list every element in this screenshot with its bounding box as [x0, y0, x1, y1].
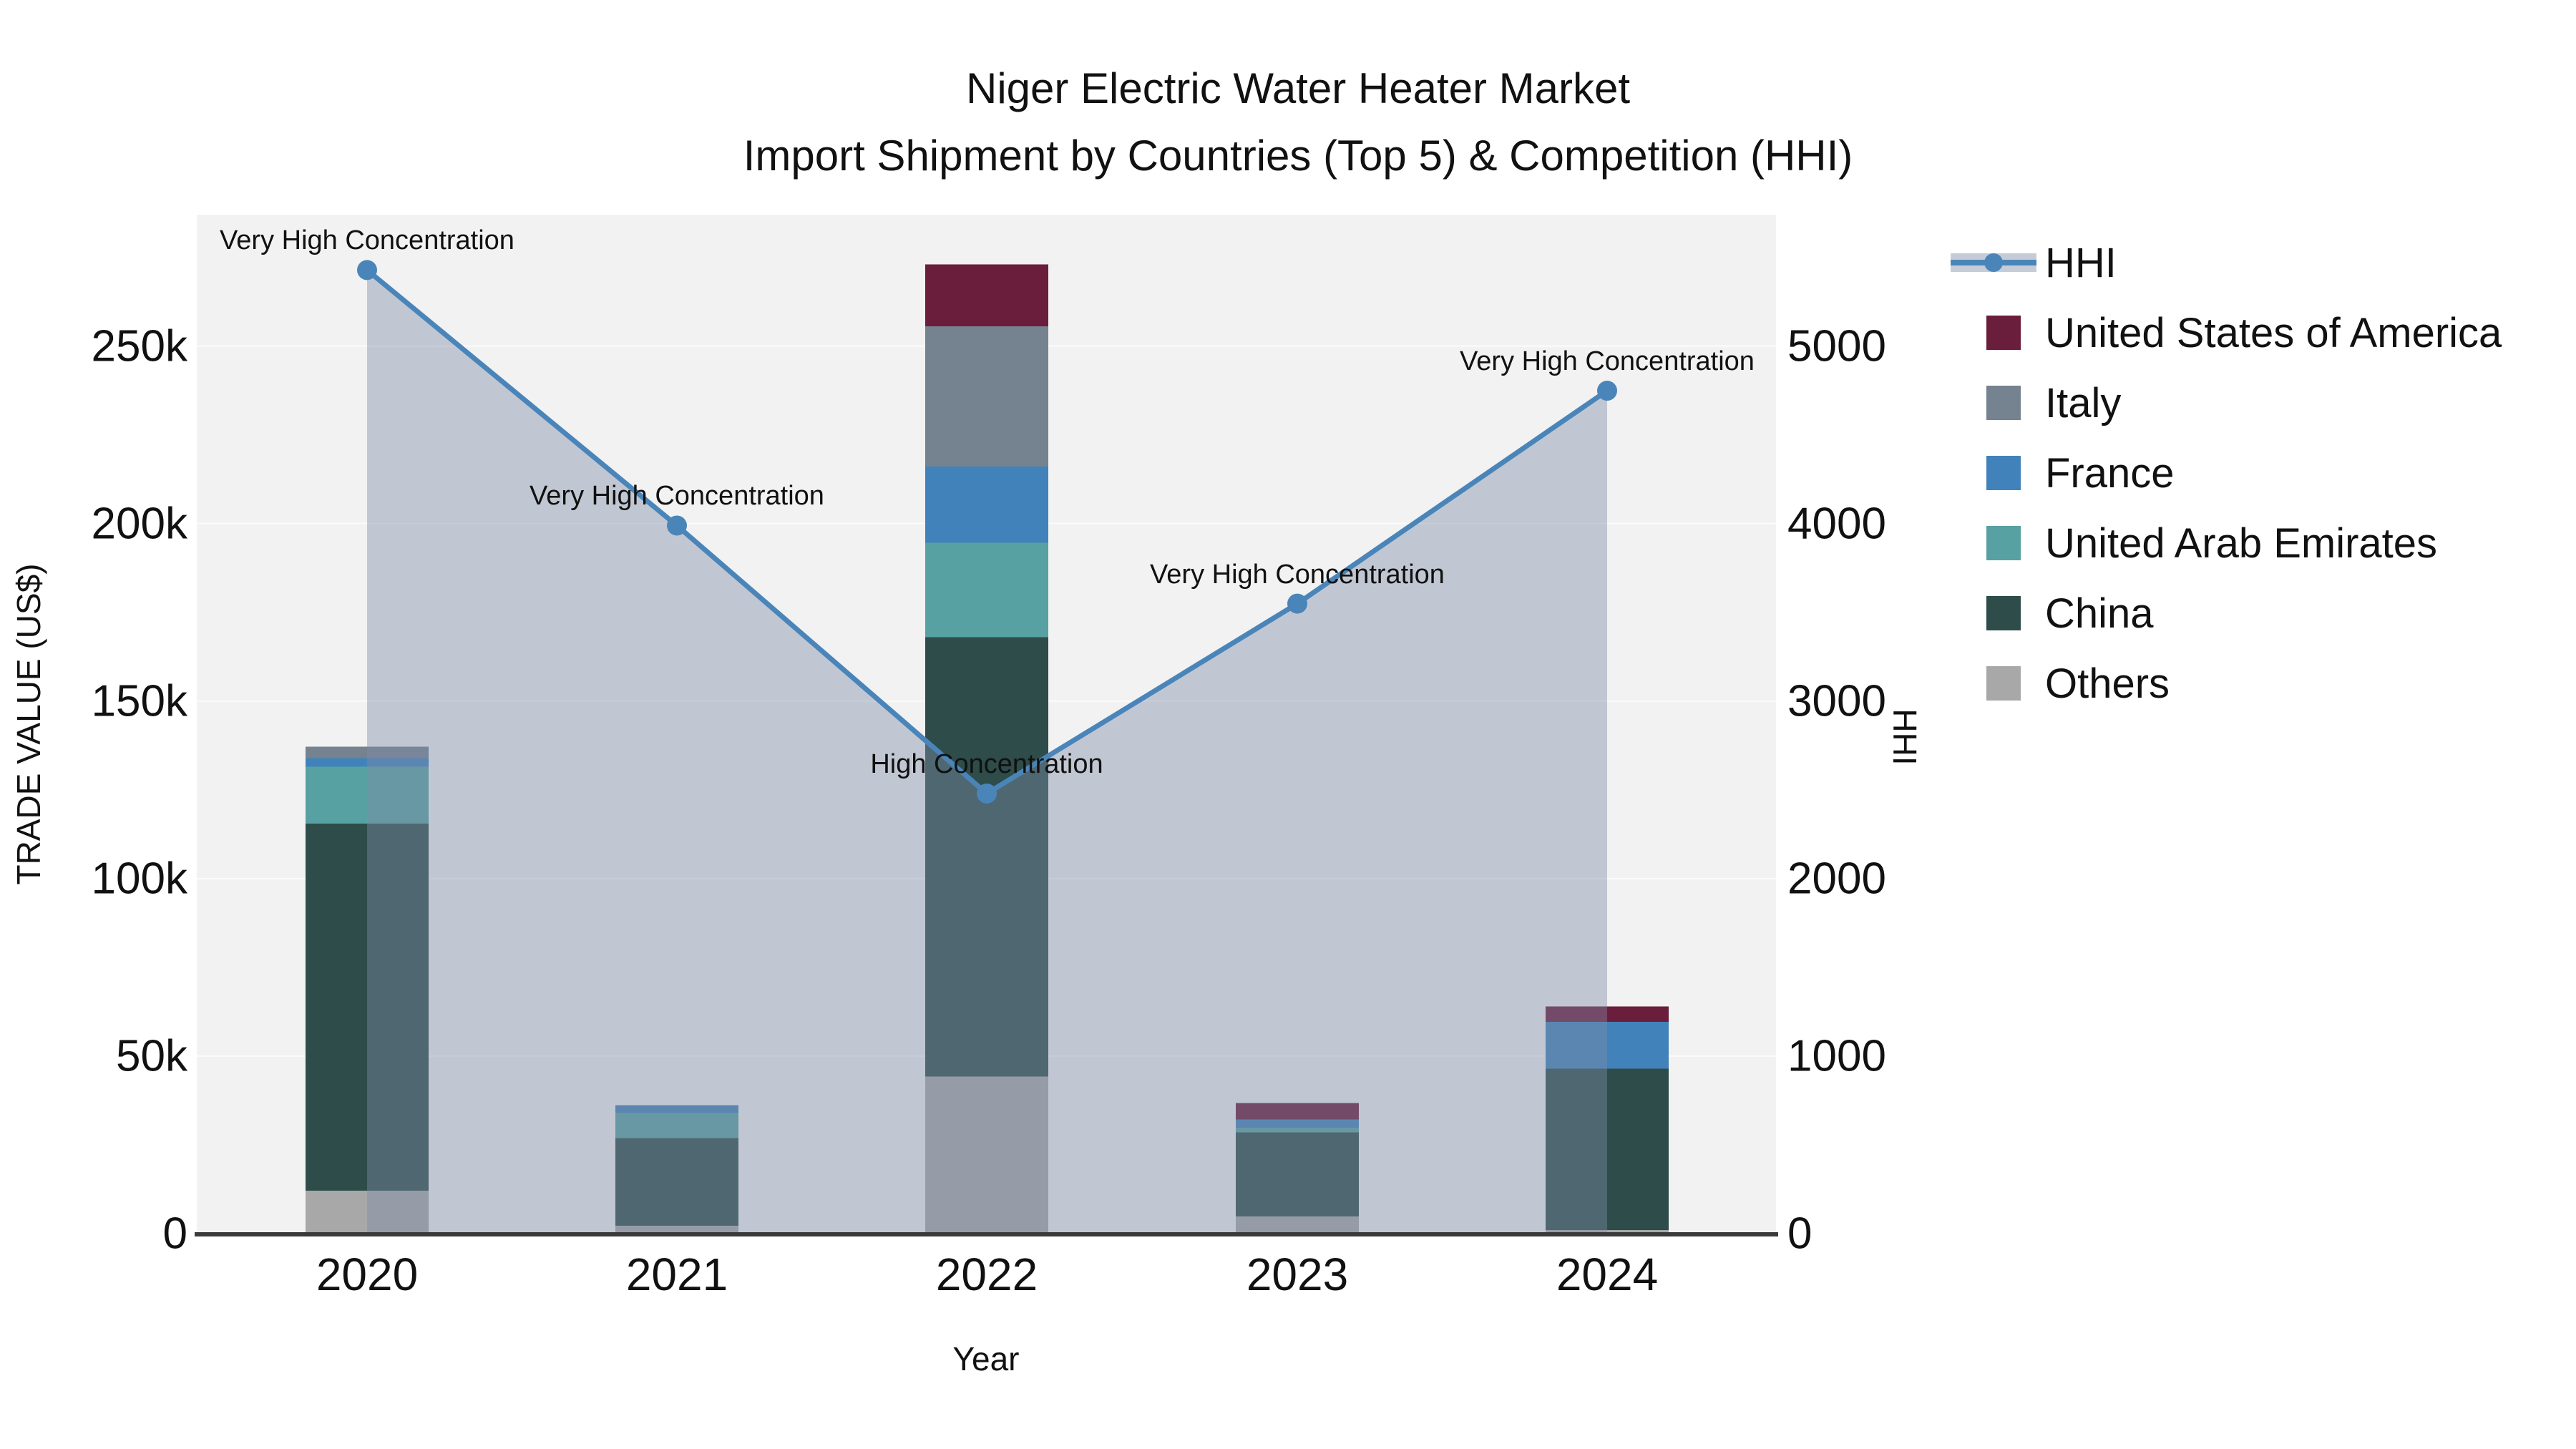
y-right-tick-1000: 1000: [1787, 1031, 1886, 1081]
y-left-tick-0: 0: [162, 1209, 187, 1259]
chart-title-line2: Import Shipment by Countries (Top 5) & C…: [743, 132, 1853, 180]
bar-segment-france-2021[interactable]: [615, 1105, 738, 1113]
legend: HHI United States of America Italy France Un…: [1951, 228, 2502, 718]
hhi-markers: [357, 260, 1617, 804]
x-tick-2022: 2022: [935, 1249, 1038, 1300]
annotation-2024: Very High Concentration: [1460, 346, 1755, 376]
x-axis-title: Year: [952, 1340, 1020, 1377]
color-swatch-icon: [1951, 526, 2045, 560]
hhi-line-swatch-icon: [1951, 245, 2045, 280]
y-right-tick-2000: 2000: [1787, 854, 1886, 904]
bar-segment-china-2021[interactable]: [615, 1138, 738, 1226]
y-left-tick-250k: 250k: [91, 321, 187, 371]
bar-segment-italy-2020[interactable]: [306, 746, 429, 758]
color-swatch-icon: [1951, 596, 2045, 630]
y-right-tick-4000: 4000: [1787, 499, 1886, 549]
bar-segment-united-arab-emirates-2023[interactable]: [1236, 1128, 1359, 1133]
hhi-marker-2024[interactable]: [1597, 381, 1617, 401]
x-tick-2023: 2023: [1246, 1249, 1349, 1300]
legend-item-united-states-of-america[interactable]: United States of America: [1951, 298, 2502, 368]
bar-segment-united-arab-emirates-2020[interactable]: [306, 766, 429, 824]
legend-item-china[interactable]: China: [1951, 578, 2502, 648]
x-tick-2020: 2020: [316, 1249, 419, 1300]
x-tick-2021: 2021: [625, 1249, 728, 1300]
hhi-marker-2020[interactable]: [357, 260, 377, 280]
y-left-tick-100k: 100k: [91, 854, 187, 904]
y-right-tick-0: 0: [1787, 1209, 1813, 1259]
legend-label: United States of America: [2045, 309, 2502, 356]
bar-segment-france-2023[interactable]: [1236, 1119, 1359, 1128]
bar-segment-others-2023[interactable]: [1236, 1216, 1359, 1234]
legend-label: France: [2045, 449, 2175, 497]
y-right-tick-3000: 3000: [1787, 676, 1886, 726]
bars: [306, 264, 1669, 1234]
bar-segment-others-2020[interactable]: [306, 1190, 429, 1234]
legend-label: China: [2045, 590, 2154, 637]
bar-segment-united-arab-emirates-2022[interactable]: [925, 542, 1048, 638]
y-axis-title-right: HHI: [1886, 708, 1923, 766]
annotation-2023: Very High Concentration: [1150, 559, 1445, 590]
bar-segment-united-arab-emirates-2021[interactable]: [615, 1112, 738, 1138]
bar-segment-italy-2022[interactable]: [925, 326, 1048, 467]
legend-label: Italy: [2045, 379, 2122, 426]
bar-segment-china-2024[interactable]: [1546, 1068, 1669, 1231]
legend-item-italy[interactable]: Italy: [1951, 368, 2502, 438]
x-axis-line: [195, 1232, 1778, 1236]
y-left-tick-200k: 200k: [91, 499, 187, 549]
bar-segment-france-2024[interactable]: [1546, 1021, 1669, 1069]
legend-item-others[interactable]: Others: [1951, 648, 2502, 718]
hhi-marker-2021[interactable]: [667, 515, 687, 536]
x-tick-2024: 2024: [1556, 1249, 1659, 1300]
y-right-tick-5000: 5000: [1787, 321, 1886, 371]
annotation-2020: Very High Concentration: [220, 225, 514, 256]
bar-segment-china-2022[interactable]: [925, 637, 1048, 1077]
bar-segment-france-2022[interactable]: [925, 466, 1048, 543]
bar-segment-china-2023[interactable]: [1236, 1132, 1359, 1217]
legend-item-hhi[interactable]: HHI: [1951, 228, 2502, 298]
bar-segment-united-states-of-america-2024[interactable]: [1546, 1006, 1669, 1022]
bar-segment-others-2022[interactable]: [925, 1076, 1048, 1234]
hhi-marker-2023[interactable]: [1287, 593, 1307, 614]
legend-label: HHI: [2045, 239, 2117, 286]
bar-segment-others-2021[interactable]: [615, 1226, 738, 1234]
legend-label: United Arab Emirates: [2045, 519, 2438, 567]
hhi-marker-2022[interactable]: [977, 783, 997, 804]
bar-segment-china-2020[interactable]: [306, 823, 429, 1191]
chart-title-line1: Niger Electric Water Heater Market: [965, 64, 1631, 112]
bar-segment-others-2024[interactable]: [1546, 1230, 1669, 1234]
color-swatch-icon: [1951, 386, 2045, 420]
hhi-area-fill: [367, 270, 1607, 1234]
color-swatch-icon: [1951, 456, 2045, 490]
y-left-tick-50k: 50k: [116, 1031, 187, 1081]
bar-segment-united-states-of-america-2023[interactable]: [1236, 1103, 1359, 1120]
legend-item-france[interactable]: France: [1951, 438, 2502, 508]
bar-segment-france-2020[interactable]: [306, 758, 429, 767]
y-left-tick-150k: 150k: [91, 676, 187, 726]
color-swatch-icon: [1951, 316, 2045, 350]
bar-segment-united-states-of-america-2022[interactable]: [925, 264, 1048, 326]
annotation-2022: High Concentration: [870, 748, 1103, 779]
legend-item-united-arab-emirates[interactable]: United Arab Emirates: [1951, 508, 2502, 578]
legend-label: Others: [2045, 660, 2170, 707]
annotation-2021: Very High Concentration: [530, 481, 824, 512]
color-swatch-icon: [1951, 666, 2045, 701]
